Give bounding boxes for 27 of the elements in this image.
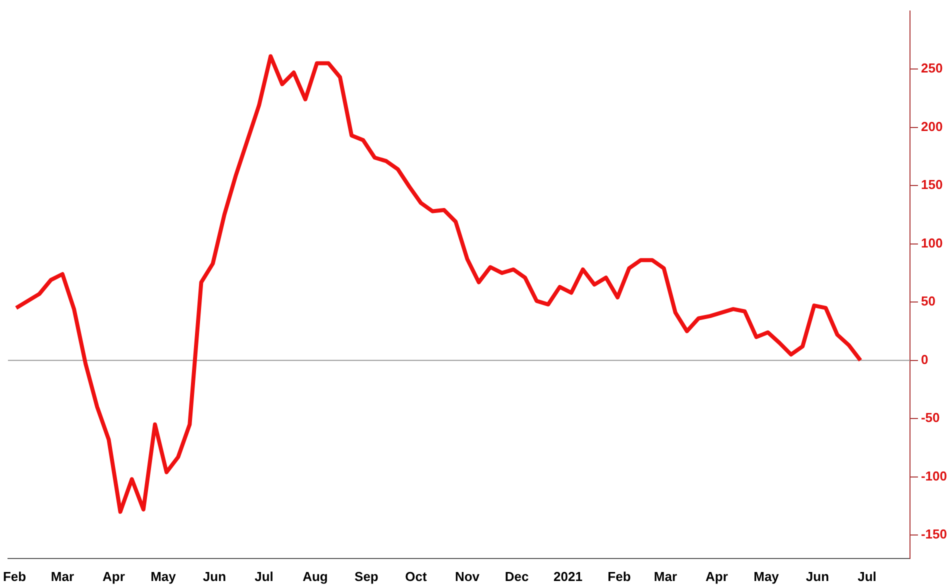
x-tick-label: Jul (858, 568, 876, 584)
x-tick-label: Aug (302, 568, 328, 584)
y-tick-label: -150 (920, 526, 948, 542)
x-tick-label: May (150, 568, 177, 584)
y-tick-label: 50 (920, 294, 936, 309)
y-tick-label: 100 (920, 235, 943, 250)
x-tick-label: Mar (654, 568, 678, 584)
x-tick-label: Feb (608, 568, 631, 584)
x-tick-label: Jul (254, 568, 274, 584)
x-tick-label: Oct (405, 568, 428, 584)
y-tick-label: 150 (920, 177, 943, 192)
y-tick-label: -50 (920, 410, 940, 426)
y-tick-label: -100 (920, 468, 948, 484)
x-tick-label: Dec (504, 568, 529, 584)
x-tick-label: Mar (50, 568, 74, 584)
x-tick-label: Jun (202, 568, 226, 584)
x-tick-label: Jun (806, 568, 830, 584)
x-tick-label: Sep (354, 568, 378, 584)
x-tick-label: May (754, 568, 780, 584)
x-tick-label: Feb (2, 568, 26, 584)
x-tick-label: Apr (102, 568, 125, 584)
x-tick-label: Apr (705, 568, 728, 584)
y-tick-label: 0 (920, 352, 928, 367)
x-tick-label: 2021 (554, 568, 582, 584)
y-tick-label: 250 (920, 60, 943, 76)
x-tick-label: Nov (454, 568, 480, 584)
y-tick-label: 200 (920, 118, 943, 134)
